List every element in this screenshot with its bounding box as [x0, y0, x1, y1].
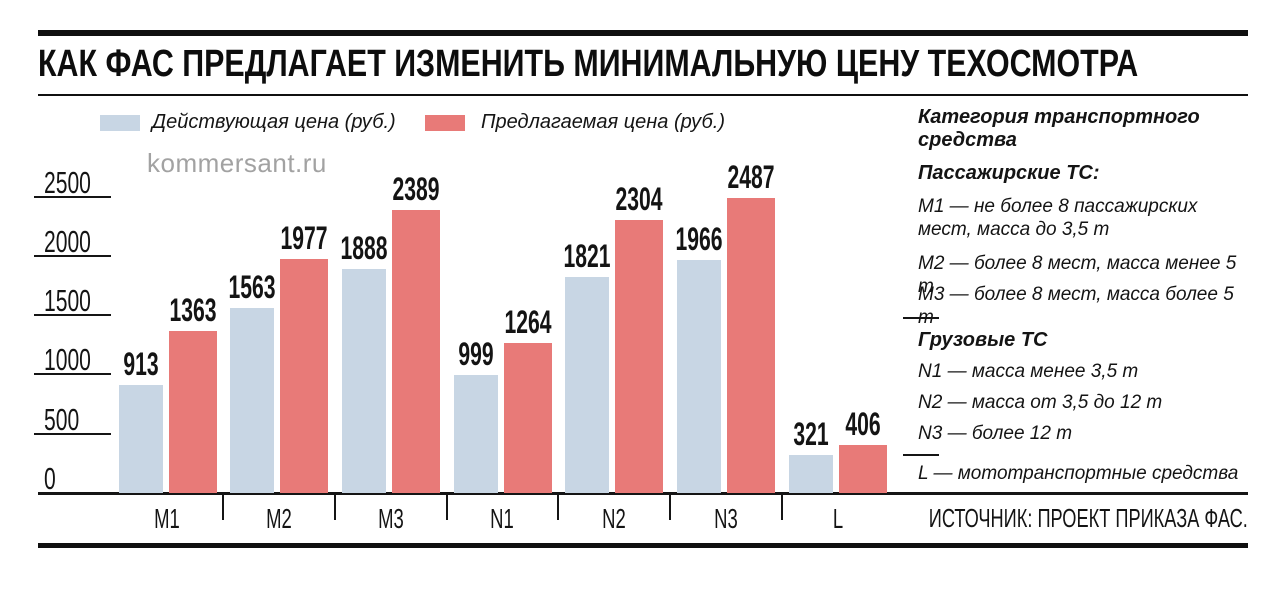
category-label-L: L: [832, 503, 843, 534]
bar-value-current-M2: 1563: [228, 268, 276, 305]
sidebar-entry-8: N3 — более 12 т: [918, 423, 1073, 444]
x-axis-line: [38, 492, 1248, 495]
category-label-M3: M3: [377, 503, 404, 534]
y-axis-label-2500: 2500: [44, 164, 91, 200]
legend-label-proposed: Предлагаемая цена (руб.): [481, 111, 725, 133]
x-tick-4: [557, 495, 560, 520]
sidebar-entry-3: M2 — более 8 мест, масса менее 5 т: [918, 253, 1237, 297]
bar-value-proposed-N3: 2487: [727, 159, 775, 196]
x-tick-2: [333, 495, 336, 520]
bar-current-M3: [341, 269, 386, 493]
y-axis-label-500: 500: [44, 401, 80, 437]
y-axis-label-2000: 2000: [44, 223, 91, 259]
y-gridline-1000: [34, 373, 111, 376]
x-tick-5: [669, 495, 671, 520]
bar-value-current-N3: 1966: [675, 220, 723, 257]
y-axis-label-1500: 1500: [44, 283, 91, 319]
bar-proposed-L: [838, 444, 887, 493]
sidebar-entry-0: Категория транспортного средства: [918, 106, 1200, 151]
sidebar-entry-4: M3 — более 8 мест, масса более 5 т: [918, 284, 1234, 328]
x-tick-1: [222, 495, 225, 520]
x-tick-6: [780, 495, 783, 520]
bar-value-current-M1: 913: [122, 345, 159, 382]
sidebar-entry-6: N1 — масса менее 3,5 т: [918, 361, 1139, 382]
bar-current-L: [788, 454, 833, 493]
bar-value-proposed-N2: 2304: [615, 180, 663, 217]
y-gridline-1500: [34, 314, 111, 317]
bar-value-current-L: 321: [793, 415, 829, 452]
bar-proposed-N3: [727, 198, 775, 493]
title-rule: [38, 94, 1248, 96]
bar-value-proposed-N1: 1264: [504, 304, 552, 341]
y-axis-label-0: 0: [44, 461, 56, 496]
bar-value-current-N1: 999: [457, 335, 494, 372]
source-note: ИСТОЧНИК: ПРОЕКТ ПРИКАЗА ФАС.: [928, 503, 1248, 533]
bar-proposed-M3: [391, 209, 440, 493]
x-tick-3: [445, 495, 448, 520]
sidebar-entry-9: L — мототранспортные средства: [918, 463, 1239, 484]
bottom-rule: [38, 543, 1248, 548]
category-label-N2: N2: [602, 503, 626, 534]
bar-proposed-M2: [280, 258, 329, 493]
sidebar-entry-2: M1 — не более 8 пассажирских мест, масса…: [918, 196, 1198, 240]
bar-value-proposed-L: 406: [845, 405, 881, 442]
top-rule: [38, 30, 1248, 36]
bar-value-proposed-M2: 1977: [280, 219, 328, 256]
bar-current-N1: [453, 374, 498, 493]
category-label-M2: M2: [266, 503, 292, 534]
bar-current-M1: [118, 384, 163, 493]
legend-swatch-current: [100, 115, 140, 131]
bar-proposed-N1: [503, 343, 552, 493]
y-gridline-500: [34, 432, 111, 435]
sidebar-entry-5: Грузовые ТС: [918, 329, 1048, 351]
legend-label-current: Действующая цена (руб.): [152, 111, 396, 133]
bar-value-current-M3: 1888: [340, 230, 388, 267]
bar-current-N3: [677, 259, 721, 493]
bar-proposed-N2: [615, 219, 664, 493]
watermark: kommersant.ru: [147, 148, 327, 178]
bar-value-current-N2: 1821: [563, 238, 611, 275]
y-gridline-2000: [34, 254, 111, 257]
legend-swatch-proposed: [425, 115, 465, 131]
sidebar-entry-1: Пассажирские ТС:: [918, 162, 1100, 184]
y-axis-label-1000: 1000: [44, 342, 91, 378]
sidebar-entry-7: N2 — масса от 3,5 до 12 т: [918, 392, 1163, 413]
category-label-M1: M1: [154, 503, 181, 534]
sidebar-separator: [903, 317, 939, 319]
category-label-N3: N3: [714, 503, 738, 534]
bar-current-M2: [230, 307, 275, 493]
bar-value-proposed-M3: 2389: [392, 170, 440, 207]
bar-proposed-M1: [168, 331, 217, 493]
page-title: КАК ФАС ПРЕДЛАГАЕТ ИЗМЕНИТЬ МИНИМАЛЬНУЮ …: [38, 43, 1139, 85]
y-gridline-2500: [34, 195, 111, 198]
sidebar-separator: [903, 454, 939, 456]
bar-current-N2: [565, 277, 610, 493]
category-label-N1: N1: [490, 503, 515, 534]
bar-value-proposed-M1: 1363: [169, 292, 216, 329]
